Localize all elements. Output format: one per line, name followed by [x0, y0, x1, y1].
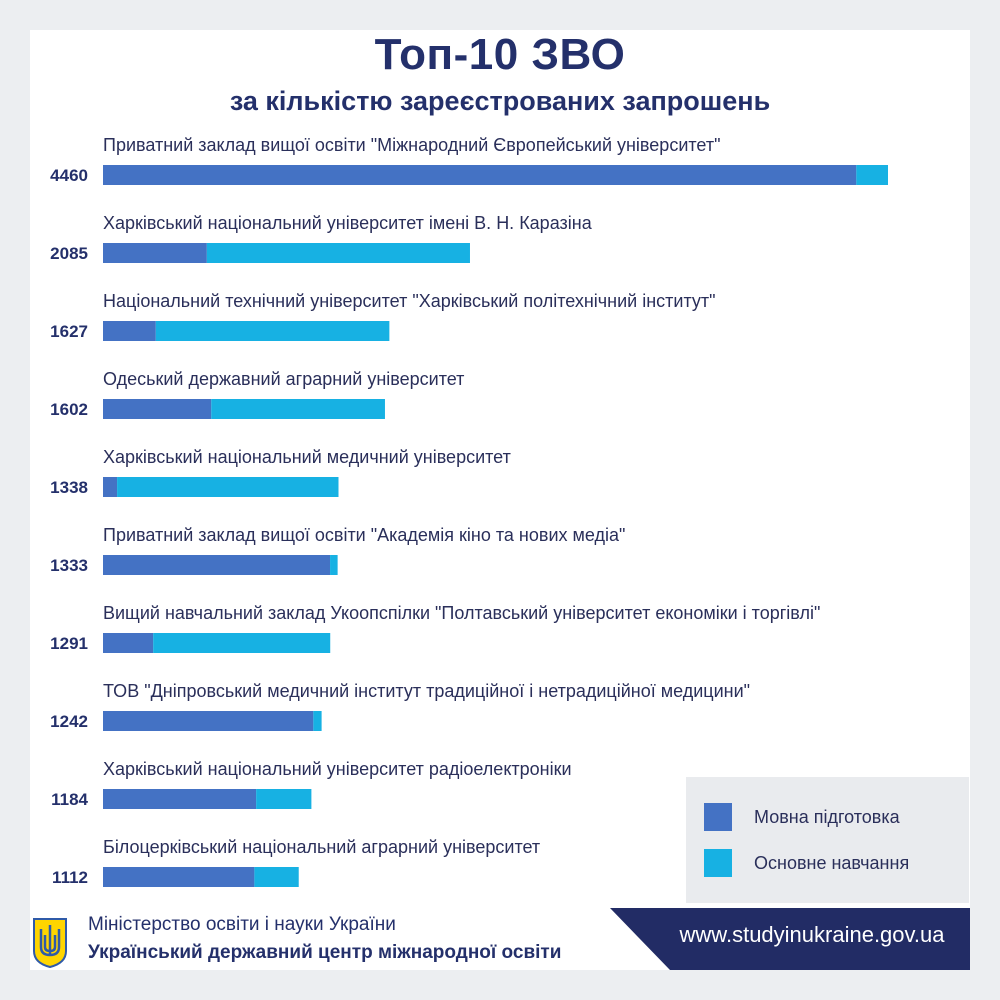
category-label: Вищий навчальний заклад Укоопспілки "Пол… [103, 603, 820, 623]
bar-segment-main-study [206, 243, 470, 263]
bar-segment-language [103, 555, 331, 575]
total-value-label: 4460 [50, 166, 88, 185]
bar-segment-language [103, 711, 314, 731]
bar-segment-main-study [117, 477, 339, 497]
total-value-label: 1112 [52, 868, 88, 887]
category-label: Харківський національний медичний універ… [103, 447, 511, 467]
bar-segment-language [103, 165, 857, 185]
total-value-label: 1338 [50, 478, 88, 497]
category-label: Приватний заклад вищої освіти "Міжнародн… [103, 135, 720, 155]
total-value-label: 1184 [51, 790, 88, 809]
bar-segment-language [103, 477, 118, 497]
legend-item-main-study: Основне навчання [704, 848, 909, 878]
bar-segment-language [103, 399, 212, 419]
category-label: Білоцерківський національний аграрний ун… [103, 837, 540, 857]
legend-label-main-study: Основне навчання [754, 852, 910, 873]
bar-chart: Приватний заклад вищої освіти "Міжнародн… [50, 135, 888, 887]
bar-segment-language [103, 633, 154, 653]
bar-segment-main-study [254, 867, 299, 887]
bar-segment-main-study [856, 165, 888, 185]
bar-segment-main-study [153, 633, 331, 653]
legend-label-language: Мовна підготовка [754, 806, 900, 827]
bar-segment-main-study [330, 555, 338, 575]
total-value-label: 1333 [50, 556, 88, 575]
ukraine-trident-icon [30, 915, 70, 974]
total-value-label: 1627 [50, 322, 88, 341]
bar-segment-main-study [313, 711, 322, 731]
chart-subtitle: за кількістю зареєстрованих запрошень [229, 86, 771, 116]
legend-item-language: Мовна підготовка [704, 802, 900, 832]
bar-segment-language [103, 321, 156, 341]
bar-segment-language [103, 243, 207, 263]
bar-segment-main-study [256, 789, 312, 809]
center-name: Український державний центр міжнародної … [88, 942, 562, 963]
chart-legend: Мовна підготовка Основне навчання [686, 777, 969, 903]
legend-swatch-main-study [704, 849, 732, 877]
chart-title: Топ-10 ЗВО [374, 30, 626, 79]
website-link[interactable]: www.studyinukraine.gov.ua [679, 922, 945, 947]
bar-segment-language [103, 789, 257, 809]
ministry-name: Міністерство освіти і науки України [88, 914, 396, 935]
legend-swatch-language [704, 803, 732, 831]
total-value-label: 2085 [50, 244, 88, 263]
category-label: ТОВ "Дніпровський медичний інститут трад… [103, 681, 750, 701]
category-label: Харківський національний університет рад… [103, 759, 572, 779]
bar-segment-main-study [155, 321, 390, 341]
category-label: Одеський державний аграрний університет [103, 369, 464, 389]
total-value-label: 1242 [50, 712, 88, 731]
category-label: Харківський національний університет іме… [103, 213, 593, 233]
category-label: Приватний заклад вищої освіти "Академія … [103, 525, 625, 545]
bar-segment-language [103, 867, 255, 887]
total-value-label: 1602 [50, 400, 88, 419]
total-value-label: 1291 [50, 634, 88, 653]
bar-segment-main-study [211, 399, 385, 419]
footer-band [610, 908, 970, 970]
category-label: Національний технічний університет "Харк… [103, 291, 716, 311]
